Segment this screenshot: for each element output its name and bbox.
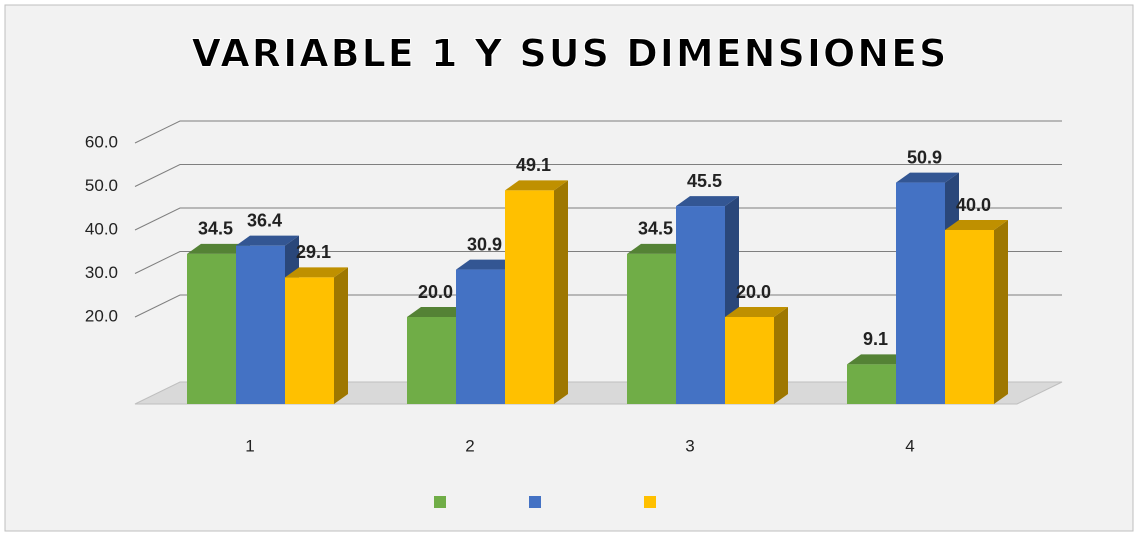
bar xyxy=(627,253,676,404)
data-label: 20.0 xyxy=(418,282,453,302)
bar xyxy=(725,317,774,404)
grid-line xyxy=(134,164,1062,187)
bar xyxy=(285,277,334,404)
bar xyxy=(456,269,505,404)
bar xyxy=(505,190,554,404)
bar xyxy=(847,364,896,404)
legend-swatch xyxy=(434,496,446,508)
bar-top xyxy=(187,243,250,254)
data-label: 40.0 xyxy=(956,195,991,215)
bar-top xyxy=(456,259,519,270)
bar-top xyxy=(725,307,788,317)
bar-top xyxy=(676,196,739,207)
data-label: 49.1 xyxy=(516,155,551,175)
data-label: 20.0 xyxy=(736,282,771,302)
bar-side xyxy=(774,307,788,404)
grid-line xyxy=(134,251,1062,274)
bar-side xyxy=(994,220,1008,404)
x-tick-label: 2 xyxy=(465,436,474,455)
bar-top xyxy=(505,180,568,191)
bar-top xyxy=(285,267,348,278)
data-label: 29.1 xyxy=(296,242,331,262)
data-label: 9.1 xyxy=(863,329,888,349)
x-tick-label: 3 xyxy=(685,436,694,455)
grid-line xyxy=(134,294,1062,318)
legend-swatch xyxy=(644,496,656,508)
bar-side xyxy=(334,267,348,404)
data-label: 50.9 xyxy=(907,147,942,167)
y-tick-label: 50.0 xyxy=(85,176,118,195)
bar-top xyxy=(945,220,1008,230)
bar xyxy=(676,206,725,404)
bar xyxy=(407,317,456,404)
y-tick-label: 20.0 xyxy=(85,306,118,325)
bar xyxy=(896,182,945,404)
bar xyxy=(945,230,994,404)
y-tick-label: 30.0 xyxy=(85,263,118,282)
grid-line xyxy=(134,207,1062,231)
bar-top xyxy=(847,354,910,365)
data-label: 45.5 xyxy=(687,171,722,191)
data-label: 30.9 xyxy=(467,234,502,254)
legend-swatch xyxy=(529,496,541,508)
x-tick-label: 1 xyxy=(245,436,254,455)
bar-side xyxy=(554,180,568,404)
bar-top xyxy=(236,235,299,246)
bar xyxy=(236,245,285,404)
y-tick-label: 60.0 xyxy=(85,132,118,151)
bar-top xyxy=(896,172,959,183)
data-label: 36.4 xyxy=(247,210,282,230)
x-tick-label: 4 xyxy=(905,436,914,455)
grid-line xyxy=(134,120,1062,144)
bar xyxy=(187,253,236,404)
bar-top xyxy=(407,307,470,317)
bar-top xyxy=(627,243,690,254)
data-label: 34.5 xyxy=(638,219,673,239)
data-label: 34.5 xyxy=(198,219,233,239)
chart-title: VARIABLE 1 Y SUS DIMENSIONES xyxy=(192,32,949,76)
y-tick-label: 40.0 xyxy=(85,219,118,238)
